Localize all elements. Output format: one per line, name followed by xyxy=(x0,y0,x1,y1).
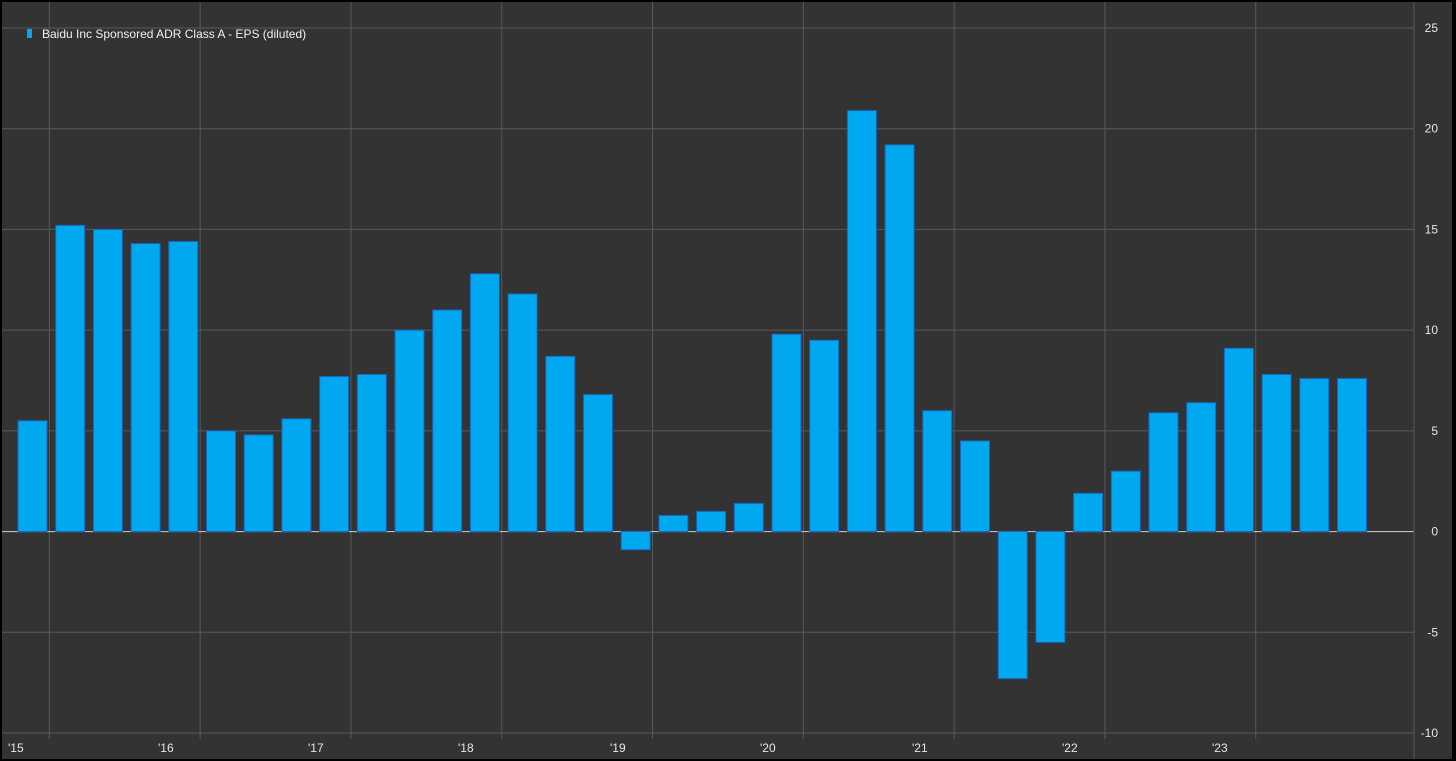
bar xyxy=(884,144,915,533)
y-tick-label: -5 xyxy=(1427,625,1438,639)
y-tick-label: 0 xyxy=(1431,525,1438,539)
bar xyxy=(130,243,161,533)
bar xyxy=(1073,492,1104,533)
bar xyxy=(319,375,350,533)
bar xyxy=(1148,412,1179,533)
bar xyxy=(1035,531,1066,643)
legend: Baidu Inc Sponsored ADR Class A - EPS (d… xyxy=(27,27,306,41)
bar xyxy=(733,502,764,533)
bar xyxy=(1261,373,1292,533)
legend-swatch xyxy=(27,29,32,38)
bar xyxy=(168,241,199,533)
legend-label: Baidu Inc Sponsored ADR Class A - EPS (d… xyxy=(42,27,306,41)
bar xyxy=(1110,470,1141,533)
x-tick-label: '17 xyxy=(308,741,324,755)
x-tick-label: '21 xyxy=(912,741,928,755)
bar xyxy=(92,228,123,533)
bar xyxy=(356,373,387,533)
gridlines xyxy=(2,2,1414,739)
bar xyxy=(206,430,236,533)
bar xyxy=(469,273,500,533)
bar xyxy=(620,531,651,551)
y-tick-label: 15 xyxy=(1425,222,1439,236)
bar xyxy=(17,420,48,533)
bar xyxy=(696,510,727,533)
y-tick-label: -10 xyxy=(1421,726,1439,740)
bar xyxy=(1223,347,1254,533)
x-tick-label: '16 xyxy=(158,741,174,755)
x-tick-label: '15 xyxy=(8,741,24,755)
bar xyxy=(507,293,538,533)
bar xyxy=(658,514,689,533)
bar xyxy=(960,440,990,533)
x-tick-label: '18 xyxy=(458,741,474,755)
bars xyxy=(17,110,1367,680)
bar xyxy=(281,418,312,533)
bar xyxy=(846,110,877,533)
y-tick-label: 20 xyxy=(1425,122,1439,136)
bar xyxy=(771,333,802,533)
bar xyxy=(809,339,840,533)
y-tick-label: 10 xyxy=(1425,323,1439,337)
bar xyxy=(1186,402,1217,533)
x-tick-label: '19 xyxy=(610,741,626,755)
bar xyxy=(583,394,613,533)
bar xyxy=(997,531,1028,680)
x-tick-label: '22 xyxy=(1062,741,1078,755)
bar xyxy=(1337,377,1367,533)
bar xyxy=(1299,377,1330,533)
y-tick-label: 25 xyxy=(1425,21,1439,35)
bar xyxy=(55,224,86,533)
bar xyxy=(243,434,274,533)
bar xyxy=(432,309,463,533)
y-tick-label: 5 xyxy=(1431,424,1438,438)
bar xyxy=(394,329,425,533)
x-tick-label: '23 xyxy=(1212,741,1228,755)
axes: 25 20 15 10 5 0 -5 -10 '15 '16 '17 '18 '19 '20 '21 '22 '… xyxy=(8,2,1438,759)
x-tick-label: '20 xyxy=(760,741,776,755)
bar xyxy=(545,355,576,533)
bar xyxy=(922,410,953,533)
